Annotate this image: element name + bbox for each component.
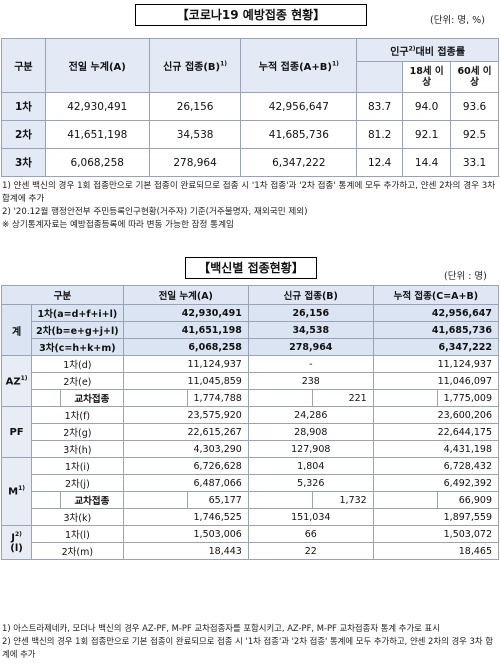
header-cum: 누적 접종(C=A+B) <box>372 285 500 305</box>
category-az: AZ1) <box>0 355 33 407</box>
note-2: 2) 얀센 백신의 경우 1회 접종만으로 기본 접종이 완료되므로 접종 시 … <box>2 636 493 659</box>
table-row: 3차(k) 1,746,525 151,034 1,897,559 <box>2 508 500 526</box>
table-row: 교차접종 65,177 1,732 66,909 <box>2 491 499 509</box>
table-row: AZ1) 1차(d) 11,124,937 - 11,124,937 <box>0 355 500 407</box>
header-gubun: 구분 <box>1 285 124 305</box>
table-row: 계 1차(a=d+f+i+l) 42,930,491 26,156 42,956… <box>0 304 500 356</box>
table-row: 2차(b=e+g+j+l) 41,651,198 34,538 41,685,7… <box>2 321 500 339</box>
table-row: 3차 6,068,258 278,964 6,347,222 12.4 14.4… <box>1 148 499 177</box>
table-row: J2)(l) 1차(l) 1,503,006 66 1,503,072 <box>0 525 500 560</box>
table-row: M1) 1차(i) 6,726,628 1,804 6,728,432 <box>0 457 500 526</box>
category-total: 계 <box>0 304 33 356</box>
header-gubun: 구분 <box>1 38 46 93</box>
note-1: 1) 얀센 백신의 경우 1회 접종만으로 기본 접종이 완료되므로 접종 시 … <box>2 181 496 204</box>
header-prev: 전일 누계(A) <box>44 38 150 93</box>
note-1: 1) 아스트라제네카, 모더나 백신의 경우 AZ-PF, M-PF 교차접종자… <box>2 623 440 633</box>
header-new: 신규 접종(B)1) <box>148 38 242 93</box>
table-row: 3차(h) 4,303,290 127,908 4,431,198 <box>2 440 500 458</box>
category-pf: PF <box>0 406 33 458</box>
table1-title: 【코로나19 예방접종 현황】 <box>135 4 367 26</box>
header-age60: 60세 이상 <box>450 61 499 93</box>
header-cum: 누적 접종(A+B)1) <box>240 38 358 93</box>
note-2: 2) '20.12월 행정안전부 주민등록인구현황(거주자) 기준(거주불명자,… <box>2 207 308 217</box>
table1-notes: 1) 얀센 백신의 경우 1회 접종만으로 기본 접종이 완료되므로 접종 시 … <box>2 180 498 232</box>
table-row: 2차(e) 11,045,859 238 11,046,097 <box>2 372 500 390</box>
vaccine-type-table: 구분 전일 누계(A) 신규 접종(B) 누적 접종(C=A+B) 계 1차(a… <box>0 285 500 560</box>
table-row: 2차(m) 18,443 22 18,465 <box>2 542 500 560</box>
category-j: J2)(l) <box>0 525 33 560</box>
table2-notes: 1) 아스트라제네카, 모더나 백신의 경우 AZ-PF, M-PF 교차접종자… <box>2 622 498 661</box>
vaccination-status-table: 구분 전일 누계(A) 신규 접종(B)1) 누적 접종(A+B)1) 인구2)… <box>1 38 499 177</box>
header-age18: 18세 이상 <box>402 61 452 93</box>
header-prev: 전일 누계(A) <box>122 285 249 305</box>
header-rate-all <box>356 61 404 93</box>
table1-unit: (단위: 명, %) <box>430 15 485 26</box>
table-row: 3차(c=h+k+m) 6,068,258 278,964 6,347,222 <box>2 338 500 356</box>
table-row: 교차접종 1,774,788 221 1,775,009 <box>2 389 499 407</box>
table2-title: 【백신별 접종현황】 <box>185 257 317 279</box>
table-row: 2차(g) 22,615,267 28,908 22,644,175 <box>2 423 500 441</box>
header-new: 신규 접종(B) <box>247 285 374 305</box>
header-population-rate: 인구2)대비 접종률 <box>356 38 499 62</box>
table-row: 2차(j) 6,487,066 5,326 6,492,392 <box>2 474 500 492</box>
table-row: 2차 41,651,198 34,538 41,685,736 81.2 92.… <box>1 120 499 149</box>
table-row: 1차 42,930,491 26,156 42,956,647 83.7 94.… <box>1 92 499 121</box>
note-3: ※ 상기통계자료는 예방접종등록에 따라 변동 가능한 잠정 통계임 <box>2 220 234 230</box>
table-row: PF 1차(f) 23,575,920 24,286 23,600,206 <box>0 406 500 458</box>
table2-unit: (단위 : 명) <box>444 271 487 282</box>
category-m: M1) <box>0 457 33 526</box>
